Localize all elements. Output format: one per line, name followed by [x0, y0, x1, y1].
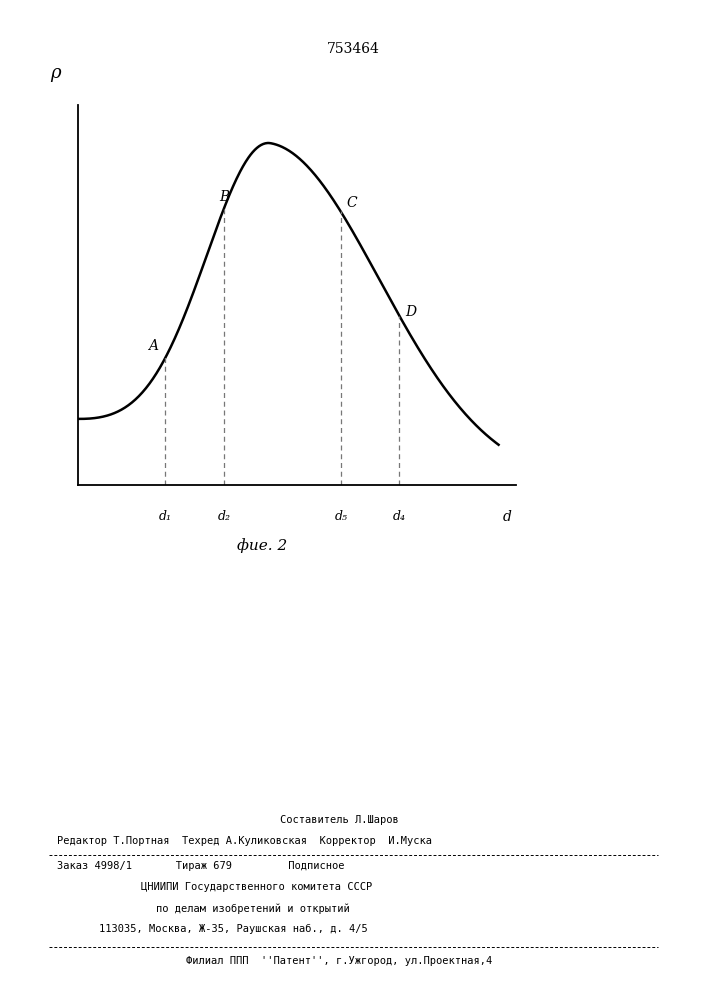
Text: d₁: d₁: [159, 510, 172, 523]
Text: D: D: [405, 305, 416, 319]
Text: Заказ 4998/1       Тираж 679         Подписное: Заказ 4998/1 Тираж 679 Подписное: [57, 861, 344, 871]
Text: Составитель Л.Шаров: Составитель Л.Шаров: [280, 815, 399, 825]
Text: Редактор Т.Портная  Техред А.Куликовская  Корректор  И.Муска: Редактор Т.Портная Техред А.Куликовская …: [57, 836, 431, 846]
Text: ρ: ρ: [50, 64, 62, 82]
Text: d: d: [503, 510, 512, 524]
Text: C: C: [346, 196, 357, 210]
Text: d₄: d₄: [392, 510, 406, 523]
Text: 113035, Москва, Ж-35, Раушская наб., д. 4/5: 113035, Москва, Ж-35, Раушская наб., д. …: [99, 924, 368, 934]
Text: d₅: d₅: [334, 510, 347, 523]
Text: A: A: [148, 339, 158, 353]
Text: по делам изобретений и открытий: по делам изобретений и открытий: [156, 903, 349, 914]
Text: d₂: d₂: [217, 510, 230, 523]
Text: фие. 2: фие. 2: [237, 538, 287, 553]
Text: Филиал ППП  ''Патент'', г.Ужгород, ул.Проектная,4: Филиал ППП ''Патент'', г.Ужгород, ул.Про…: [186, 956, 493, 966]
Text: ЦНИИПИ Государственного комитета СССР: ЦНИИПИ Государственного комитета СССР: [141, 882, 373, 892]
Text: B: B: [219, 190, 230, 204]
Text: 753464: 753464: [327, 42, 380, 56]
